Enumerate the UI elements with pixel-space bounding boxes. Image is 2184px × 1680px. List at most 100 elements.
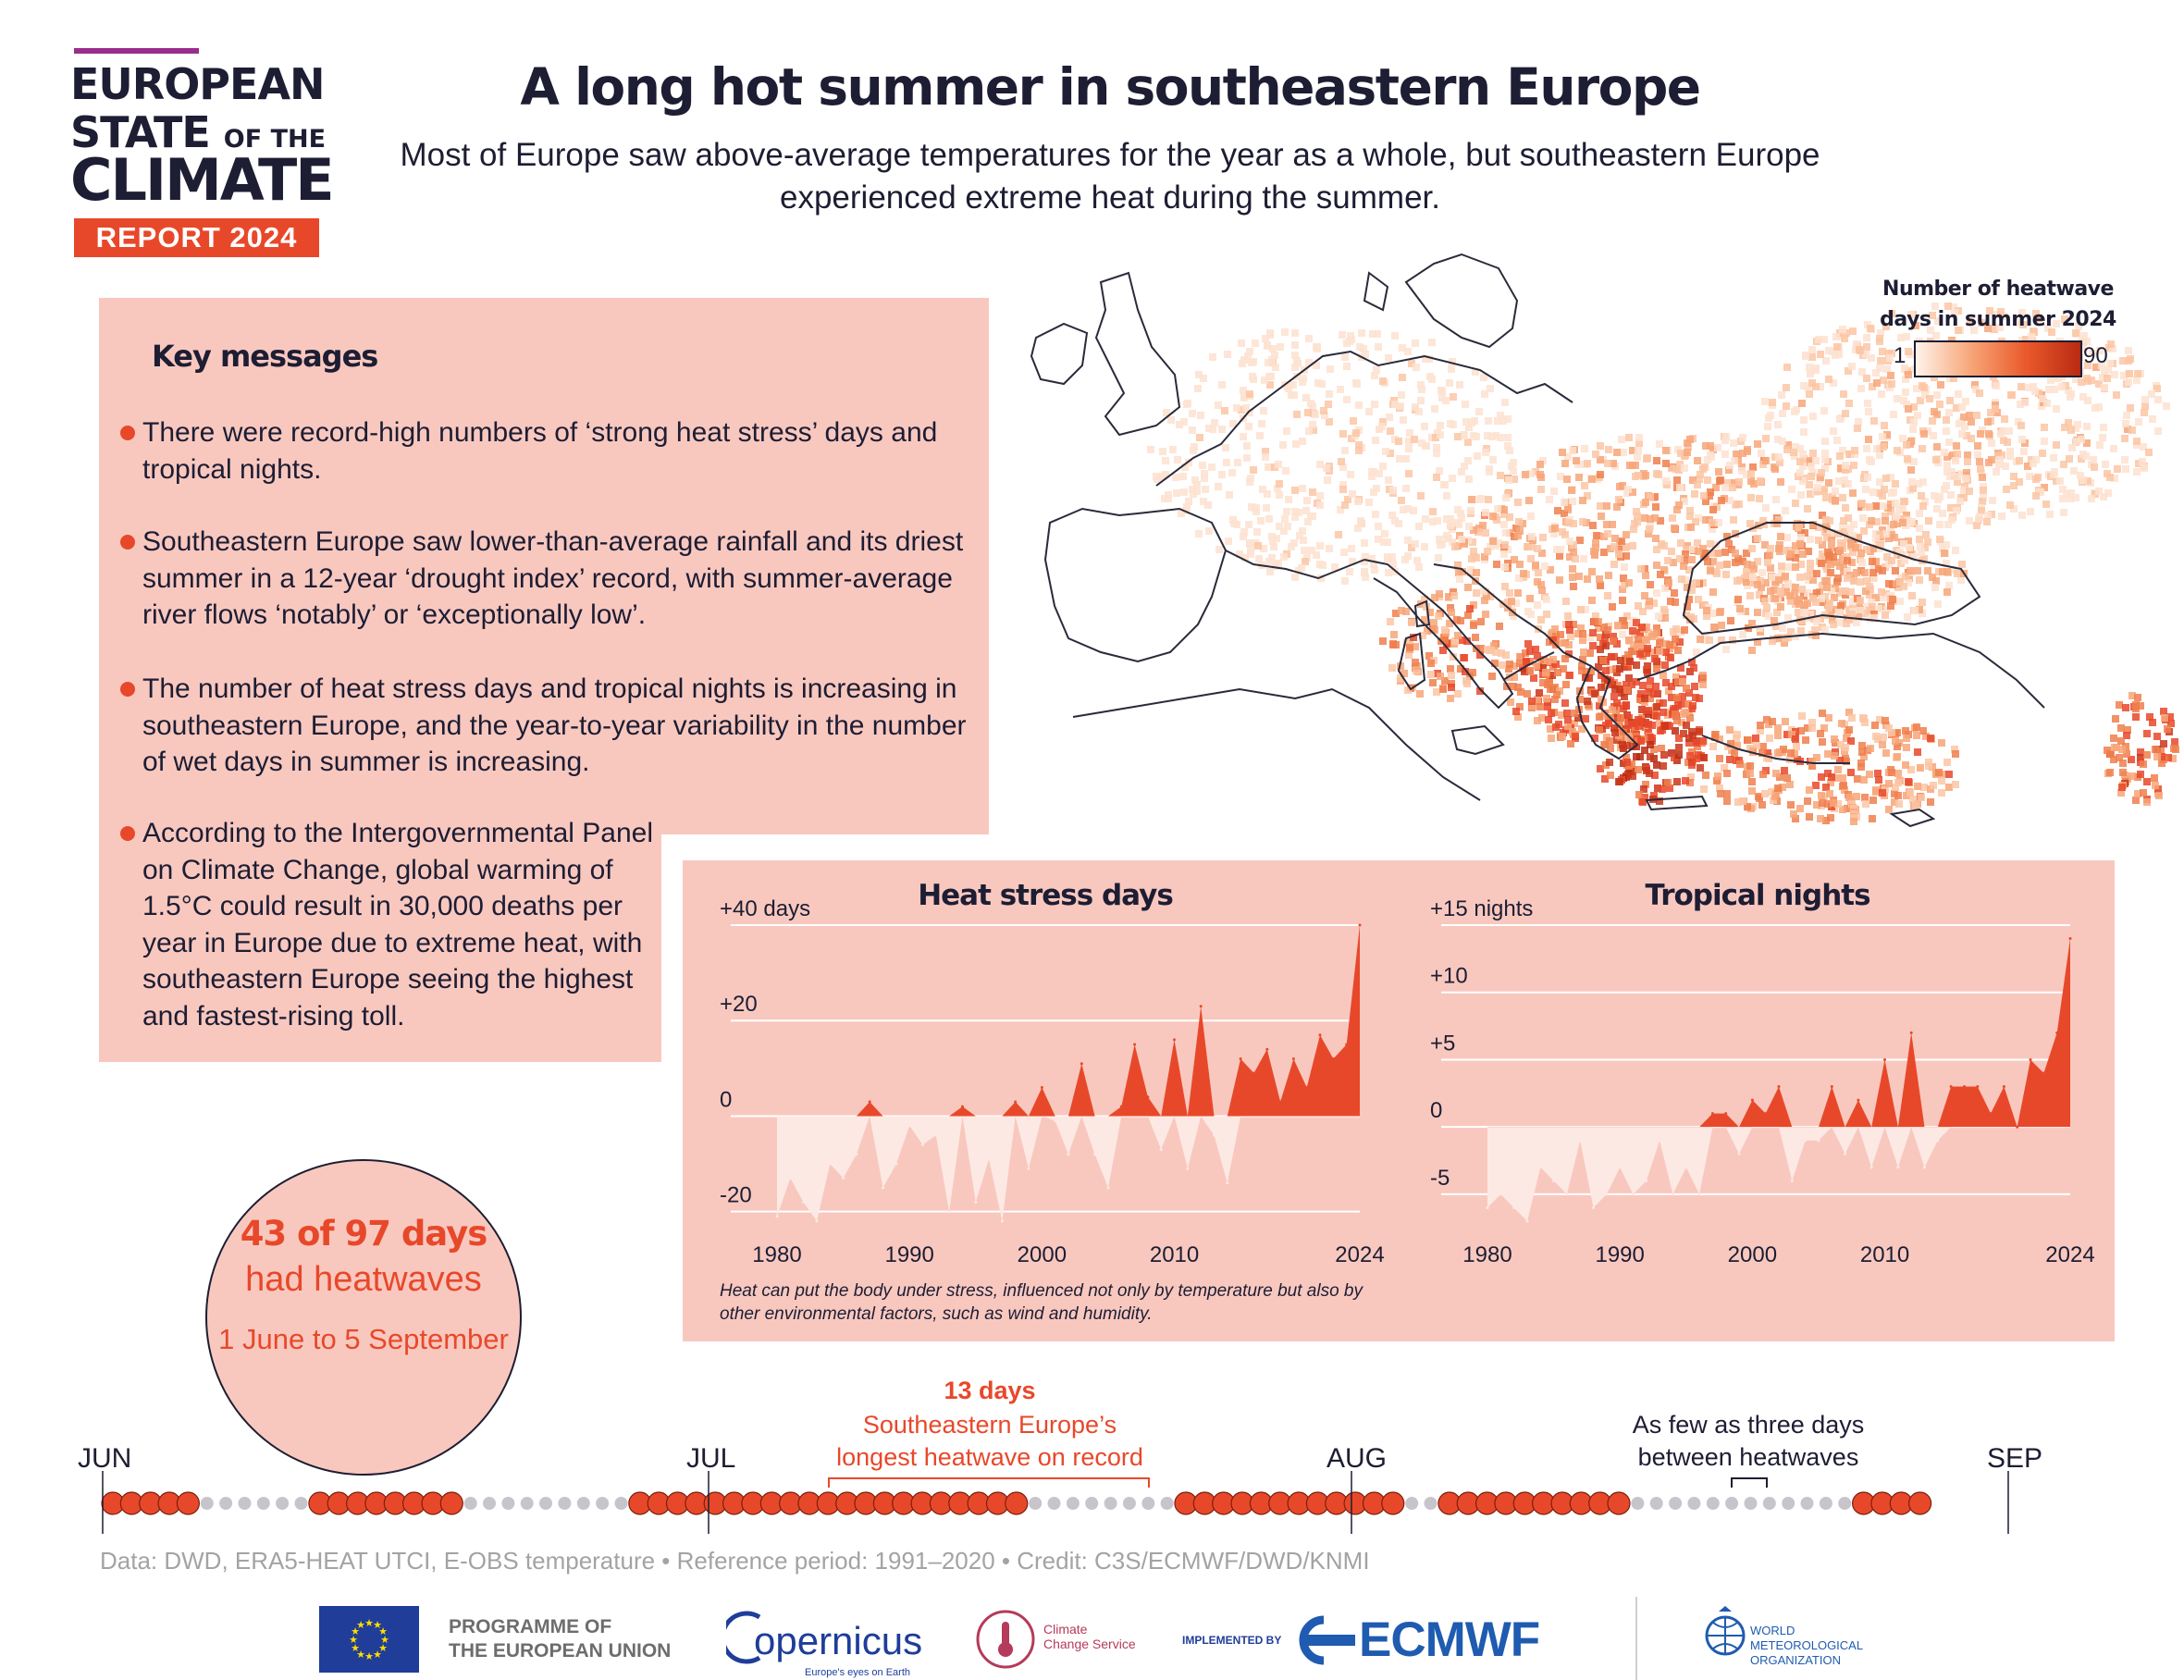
map-heat-cell xyxy=(1260,545,1267,552)
map-heat-cell xyxy=(1636,753,1644,760)
map-heat-cell xyxy=(2061,424,2068,431)
map-heat-cell xyxy=(1693,579,1700,587)
map-heat-cell xyxy=(1387,427,1394,435)
map-heat-cell xyxy=(1321,412,1328,419)
map-heat-cell xyxy=(1326,545,1333,552)
map-heat-cell xyxy=(1744,572,1751,579)
map-heat-cell xyxy=(1785,563,1793,571)
map-heat-cell xyxy=(1284,523,1291,530)
map-heat-cell xyxy=(1356,343,1363,351)
map-heat-cell xyxy=(1302,507,1310,514)
map-heat-cell xyxy=(1619,631,1626,638)
map-heat-cell xyxy=(1735,478,1743,486)
map-heat-cell xyxy=(1786,781,1794,788)
map-heat-cell xyxy=(1764,749,1771,757)
map-heat-cell xyxy=(1818,560,1825,567)
map-heat-cell xyxy=(1159,473,1166,480)
map-heat-cell xyxy=(1902,389,1909,396)
map-heat-cell xyxy=(2107,340,2115,348)
map-heat-cell xyxy=(1340,549,1348,556)
map-heat-cell xyxy=(1661,661,1669,669)
map-heat-cell xyxy=(1806,481,1813,488)
map-heat-cell xyxy=(1877,541,1884,549)
map-heat-cell xyxy=(1841,786,1848,794)
map-heat-cell xyxy=(1734,731,1741,738)
map-heat-cell xyxy=(1611,729,1619,736)
map-heat-cell xyxy=(1569,565,1576,573)
map-heat-cell xyxy=(1650,690,1658,698)
map-heat-cell xyxy=(1896,578,1904,586)
map-heat-cell xyxy=(1653,562,1660,569)
map-heat-cell xyxy=(1526,667,1534,674)
map-heat-cell xyxy=(1597,765,1604,772)
map-heat-cell xyxy=(1595,663,1602,671)
map-heat-cell xyxy=(1886,354,1894,362)
map-heat-cell xyxy=(1534,696,1541,703)
map-heat-cell xyxy=(1563,476,1571,483)
map-heat-cell xyxy=(1243,454,1251,462)
map-heat-cell xyxy=(1799,477,1807,485)
map-heat-cell xyxy=(1832,488,1839,495)
map-heat-cell xyxy=(1948,516,1956,524)
map-heat-cell xyxy=(1691,490,1698,498)
logo-state-word: STATE xyxy=(70,107,211,157)
map-heat-cell xyxy=(1569,447,1576,454)
map-heat-cell xyxy=(1653,470,1660,477)
map-heat-cell xyxy=(1979,474,1986,481)
map-heat-cell xyxy=(1592,612,1599,620)
map-heat-cell xyxy=(1316,501,1324,509)
map-heat-cell xyxy=(1562,598,1570,605)
map-heat-cell xyxy=(1690,664,1697,672)
map-heat-cell xyxy=(1539,664,1547,672)
map-heat-cell xyxy=(1222,444,1229,451)
map-heat-cell xyxy=(1437,431,1444,439)
key-message-text: Southeastern Europe saw lower-than-avera… xyxy=(142,524,963,634)
map-heat-cell xyxy=(1808,346,1816,353)
map-heat-cell xyxy=(1868,599,1875,606)
map-heat-cell xyxy=(2117,724,2125,732)
map-heat-cell xyxy=(1795,596,1803,603)
map-heat-cell xyxy=(1504,434,1512,441)
map-heat-cell xyxy=(1551,525,1559,532)
longest-heatwave-days: 13 days xyxy=(944,1377,1036,1404)
map-heat-cell xyxy=(1991,326,1998,333)
map-heat-cell xyxy=(1497,472,1504,479)
map-heat-cell xyxy=(1782,718,1789,725)
map-heat-cell xyxy=(1988,439,1995,447)
map-heat-cell xyxy=(1830,553,1837,561)
map-heat-cell xyxy=(1784,441,1792,449)
map-heat-cell xyxy=(1783,731,1791,738)
map-heat-cell xyxy=(1704,558,1711,565)
map-heat-cell xyxy=(1618,689,1625,697)
map-heat-cell xyxy=(1281,328,1289,336)
map-heat-cell xyxy=(1396,455,1403,463)
map-heat-cell xyxy=(1602,642,1610,649)
map-heat-cell xyxy=(1804,589,1811,597)
heatwave-day-dot xyxy=(439,1491,463,1515)
map-heat-cell xyxy=(1553,546,1561,553)
map-heat-cell xyxy=(1473,589,1480,597)
map-heat-cell xyxy=(1505,665,1512,673)
map-heat-cell xyxy=(1672,599,1679,606)
map-heat-cell xyxy=(1637,565,1645,573)
normal-day-dot xyxy=(1762,1497,1776,1510)
map-heat-cell xyxy=(1797,627,1805,635)
map-heat-cell xyxy=(1325,401,1332,408)
data-point xyxy=(1093,1153,1097,1156)
map-heat-cell xyxy=(1215,546,1223,553)
map-heat-cell xyxy=(1824,549,1832,556)
map-heat-cell xyxy=(1400,416,1407,424)
map-heat-cell xyxy=(1885,580,1893,587)
map-heat-cell xyxy=(1485,417,1492,425)
map-heat-cell xyxy=(1642,472,1649,479)
map-heat-cell xyxy=(1976,458,1983,465)
map-heat-cell xyxy=(1913,732,1920,739)
map-heat-cell xyxy=(1762,579,1770,587)
map-heat-cell xyxy=(1858,559,1866,566)
map-heat-cell xyxy=(1937,381,1944,389)
map-heat-cell xyxy=(1522,649,1529,657)
map-heat-cell xyxy=(1635,791,1643,798)
map-heat-cell xyxy=(1291,513,1299,521)
map-heat-cell xyxy=(1643,767,1650,774)
map-heat-cell xyxy=(1449,358,1456,365)
